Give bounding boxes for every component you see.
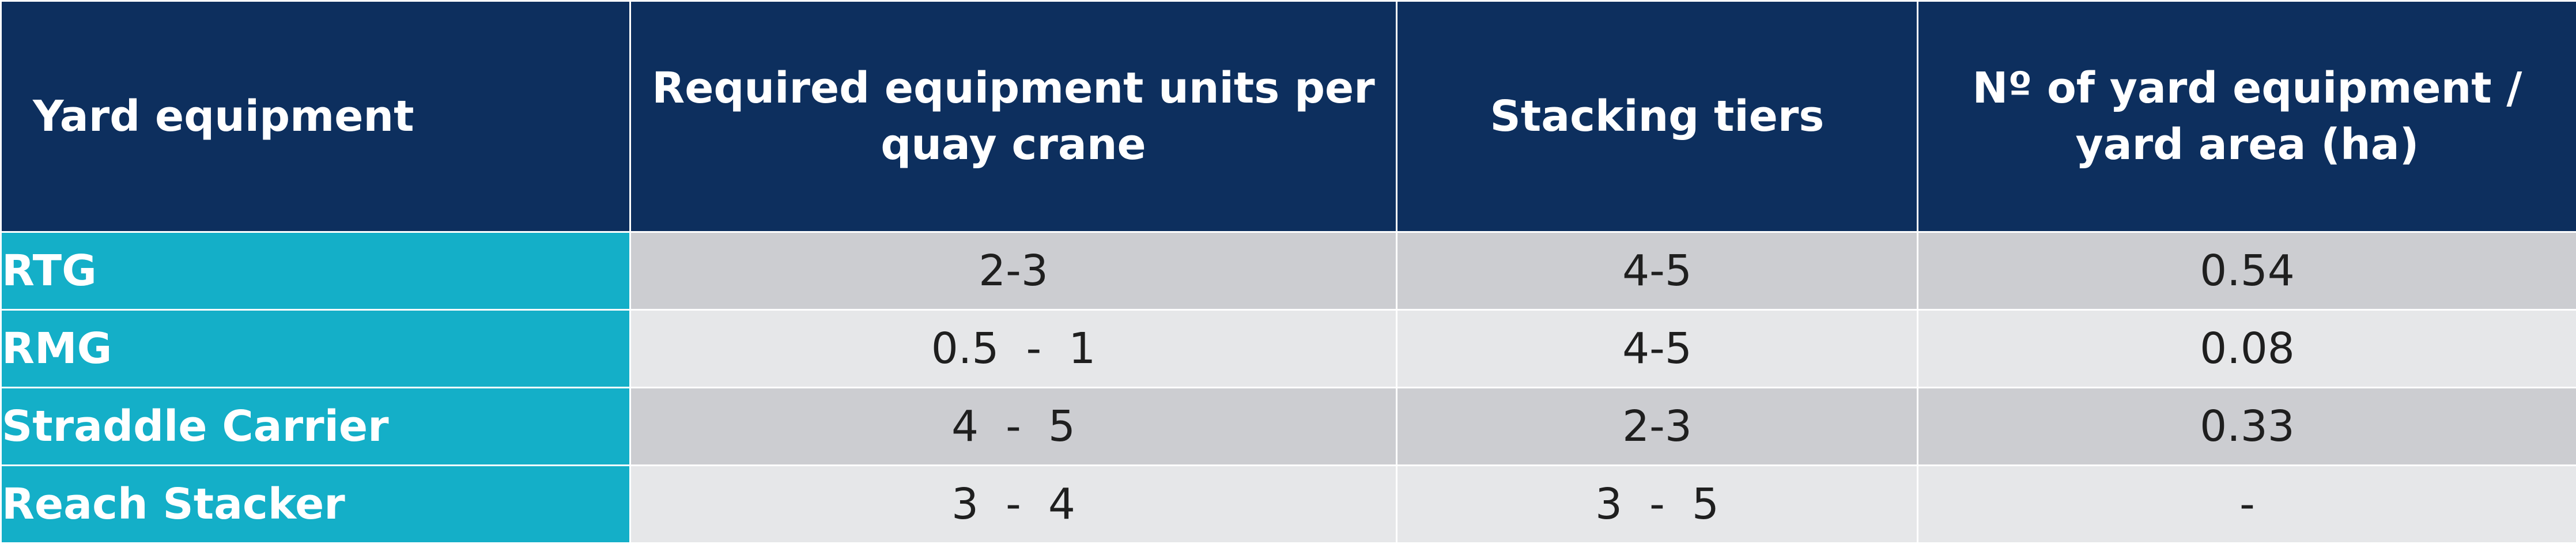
table-header: Yard equipment Required equipment units … xyxy=(1,1,2576,232)
cell-stacking-tiers: 3 - 5 xyxy=(1397,466,1918,543)
row-label-equipment: RTG xyxy=(1,232,630,310)
cell-units-per-quay-crane: 2-3 xyxy=(630,232,1397,310)
cell-stacking-tiers: 4-5 xyxy=(1397,232,1918,310)
table-row: RTG 2-3 4-5 0.54 xyxy=(1,232,2576,310)
cell-equipment-per-area: 0.08 xyxy=(1918,310,2576,388)
cell-units-per-quay-crane: 4 - 5 xyxy=(630,388,1397,466)
cell-equipment-per-area: - xyxy=(1918,466,2576,543)
row-label-equipment: Reach Stacker xyxy=(1,466,630,543)
row-label-equipment: Straddle Carrier xyxy=(1,388,630,466)
cell-units-per-quay-crane: 0.5 - 1 xyxy=(630,310,1397,388)
header-units-per-quay-crane: Required equipment units per quay crane xyxy=(630,1,1397,232)
header-yard-equipment: Yard equipment xyxy=(1,1,630,232)
cell-equipment-per-area: 0.33 xyxy=(1918,388,2576,466)
header-row: Yard equipment Required equipment units … xyxy=(1,1,2576,232)
cell-units-per-quay-crane: 3 - 4 xyxy=(630,466,1397,543)
row-label-equipment: RMG xyxy=(1,310,630,388)
cell-stacking-tiers: 4-5 xyxy=(1397,310,1918,388)
cell-stacking-tiers: 2-3 xyxy=(1397,388,1918,466)
header-stacking-tiers: Stacking tiers xyxy=(1397,1,1918,232)
header-equipment-per-area: Nº of yard equipment / yard area (ha) xyxy=(1918,1,2576,232)
table-row: RMG 0.5 - 1 4-5 0.08 xyxy=(1,310,2576,388)
cell-equipment-per-area: 0.54 xyxy=(1918,232,2576,310)
table-row: Straddle Carrier 4 - 5 2-3 0.33 xyxy=(1,388,2576,466)
table-body: RTG 2-3 4-5 0.54 RMG 0.5 - 1 4-5 0.08 St… xyxy=(1,232,2576,543)
table-row: Reach Stacker 3 - 4 3 - 5 - xyxy=(1,466,2576,543)
